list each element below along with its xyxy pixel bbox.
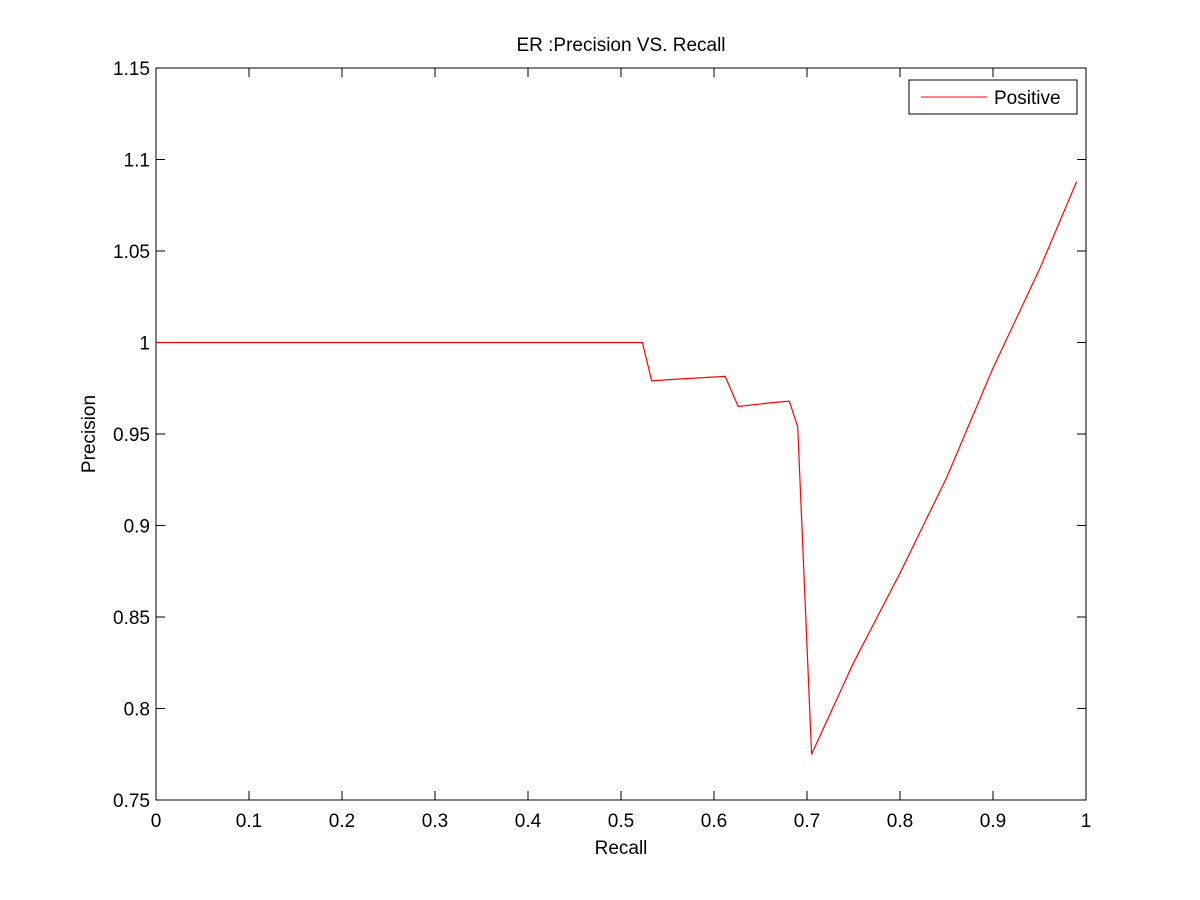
- x-tick-label: 1: [1081, 811, 1092, 832]
- series-layer: [156, 181, 1078, 755]
- legend-label-positive: Positive: [994, 88, 1061, 109]
- y-tick-label: 0.85: [113, 608, 150, 629]
- plot-frame: [155, 67, 1087, 801]
- x-tick-label: 0.8: [887, 811, 913, 832]
- x-tick-label: 0.7: [794, 811, 820, 832]
- x-tick-label: 0.9: [980, 811, 1006, 832]
- x-tick-label: 0.3: [422, 811, 448, 832]
- y-tick-label: 1.1: [124, 151, 150, 172]
- y-tick-label: 0.95: [113, 425, 150, 446]
- x-tick-label: 0.4: [515, 811, 542, 832]
- x-tick-label: 0: [151, 811, 162, 832]
- y-tick-label: 0.9: [124, 517, 150, 538]
- y-tick-label: 1.15: [113, 59, 150, 80]
- legend: Positive: [908, 79, 1078, 115]
- y-tick-label: 1.05: [113, 242, 150, 263]
- x-tick-label: 0.5: [608, 811, 634, 832]
- x-tick-label: 0.2: [329, 811, 355, 832]
- tick-labels: 0 0.1 0.2 0.3 0.4 0.5 0.6 0.7 0.8 0.9 1 0.75 0.8 0.85…: [113, 59, 1091, 832]
- y-tick-label: 0.8: [124, 700, 150, 721]
- x-axis-label: Recall: [595, 838, 648, 859]
- x-tick-label: 0.6: [701, 811, 727, 832]
- plot-area: [156, 68, 1086, 800]
- y-tick-label: 1: [139, 334, 150, 355]
- y-axis-label: Precision: [79, 395, 100, 473]
- y-tick-label: 0.75: [113, 791, 150, 812]
- series-line-positive: [156, 181, 1078, 755]
- x-tick-label: 0.1: [236, 811, 262, 832]
- chart-title: ER :Precision VS. Recall: [516, 35, 725, 56]
